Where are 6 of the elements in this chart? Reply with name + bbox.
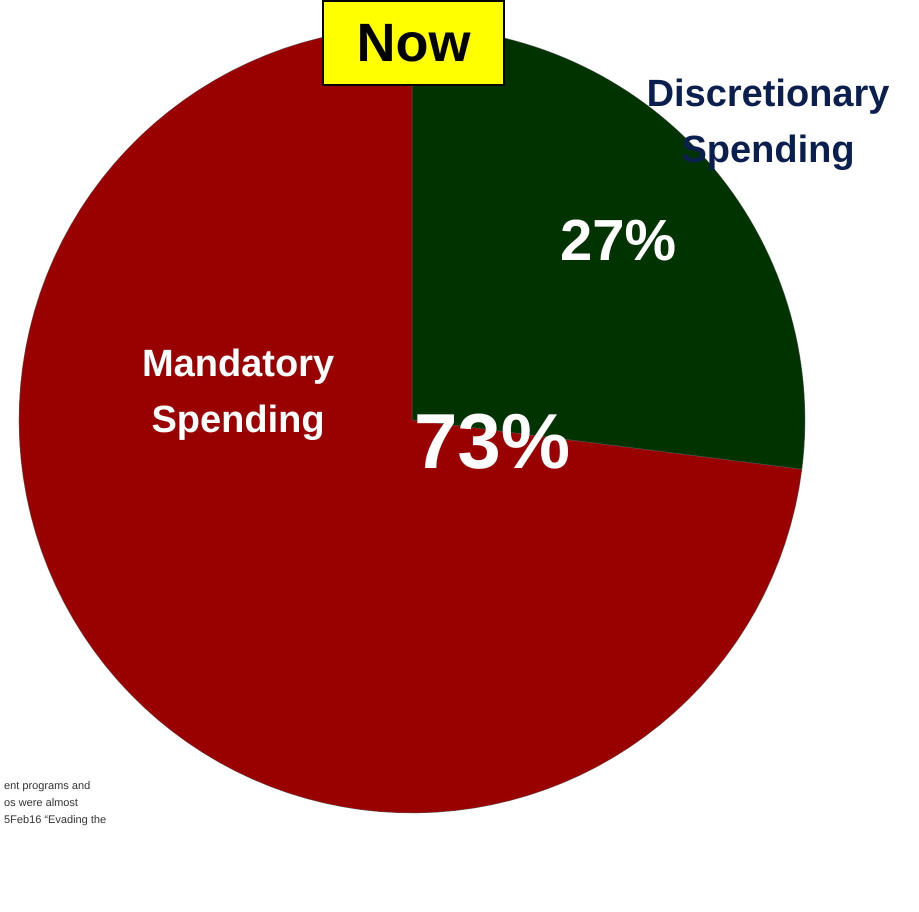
data-label: 27% [560, 208, 676, 273]
text: ent programs and [4, 779, 92, 794]
slice-label: Mandatory Spending [142, 343, 334, 441]
text: os were almost [4, 796, 79, 811]
chart-title: Now [322, 0, 505, 86]
text: 5Feb16 “Evading the [4, 813, 106, 828]
